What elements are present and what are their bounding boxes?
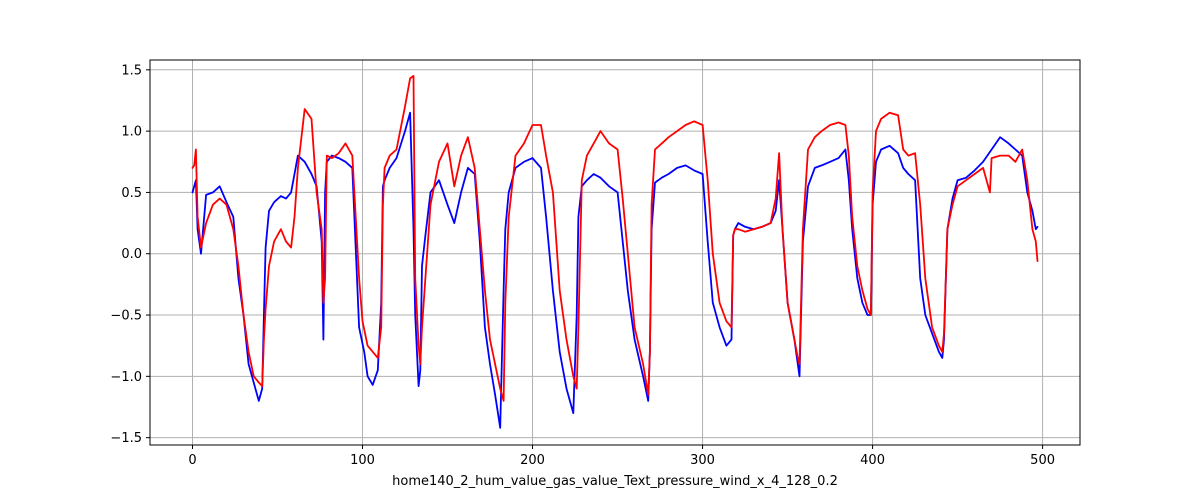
x-tick-label: 100: [350, 453, 375, 468]
x-tick-label: 500: [1030, 453, 1055, 468]
y-tick-label: 0.0: [121, 247, 142, 262]
plot-area-frame: [149, 59, 1081, 446]
y-tick-label: −1.5: [110, 431, 142, 446]
x-axis: 0 100 200 300 400 500: [188, 445, 1055, 468]
y-tick-label: 1.0: [121, 125, 142, 140]
y-tick-label: −0.5: [110, 309, 142, 324]
y-tick-label: −1.0: [110, 370, 142, 385]
series-line-1: [191, 111, 1039, 429]
series-group: [191, 75, 1039, 429]
x-tick-label: 300: [690, 453, 715, 468]
x-tick-label: 200: [520, 453, 545, 468]
y-tick-label: 0.5: [121, 186, 142, 201]
series-line-2: [191, 75, 1039, 402]
x-axis-label: home140_2_hum_value_gas_value_Text_press…: [392, 474, 838, 489]
y-tick-label: 1.5: [121, 63, 142, 78]
x-tick-label: 400: [860, 453, 885, 468]
grid: [150, 60, 1080, 445]
x-tick-label: 0: [188, 453, 196, 468]
y-axis: −1.5 −1.0 −0.5 0.0 0.5 1.0 1.5: [110, 63, 150, 446]
